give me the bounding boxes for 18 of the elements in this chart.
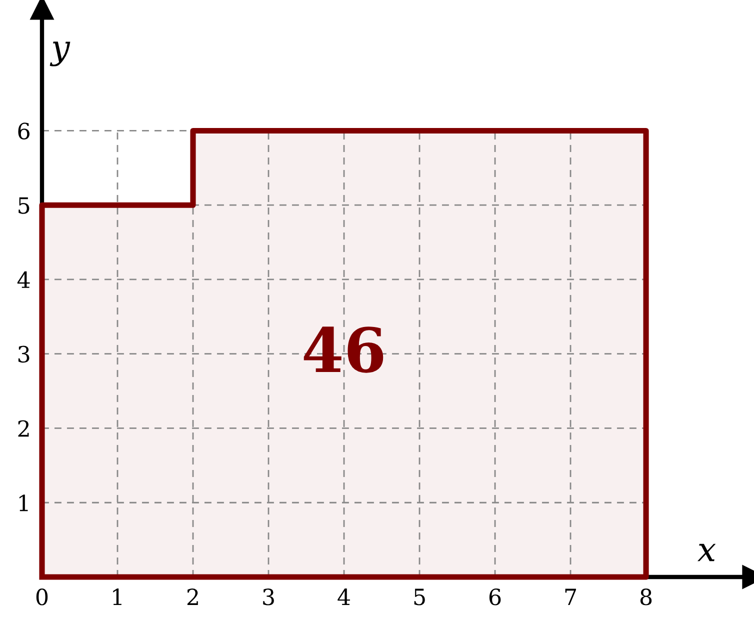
x-tick-label: 8 xyxy=(640,588,652,606)
x-tick-label: 2 xyxy=(187,588,198,605)
x-tick-label: 5 xyxy=(414,588,425,606)
x-tick-label: 0 xyxy=(36,588,48,606)
x-tick-label: 6 xyxy=(489,588,501,606)
annotation: 46 xyxy=(304,326,384,373)
y-axis-title: y xyxy=(50,42,70,66)
x-axis-title: x xyxy=(697,544,716,562)
y-tick-label: 6 xyxy=(18,122,30,140)
x-tick-label: 4 xyxy=(338,588,350,605)
x-tick-label: 1 xyxy=(113,588,122,605)
y-tick-label: 5 xyxy=(18,197,30,214)
y-tick-label: 2 xyxy=(18,420,29,437)
x-tick-label: 7 xyxy=(565,588,576,605)
y-tick-label: 4 xyxy=(17,271,30,288)
x-tick-label: 3 xyxy=(263,588,274,606)
y-tick-label: 3 xyxy=(18,346,30,363)
y-tick-label: 1 xyxy=(19,494,28,512)
